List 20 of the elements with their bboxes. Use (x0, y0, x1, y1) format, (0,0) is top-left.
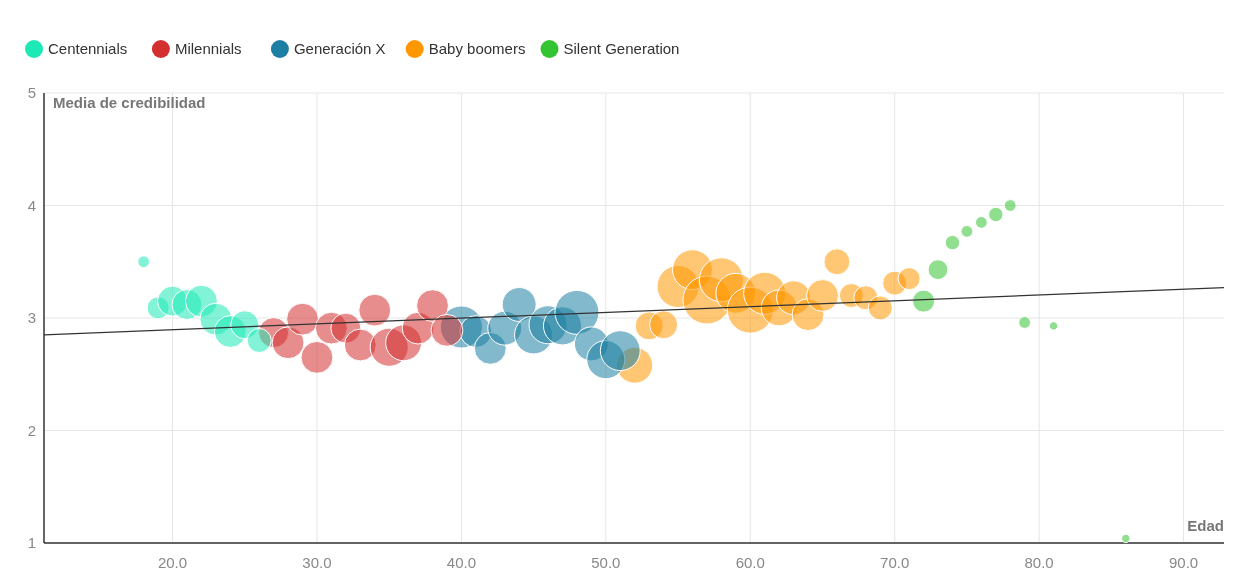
legend-label: Baby boomers (428, 40, 526, 57)
y-axis-title: Media de credibilidad (53, 94, 206, 111)
x-tick-label: 20.0 (157, 554, 188, 571)
x-tick-label: 30.0 (302, 554, 332, 571)
legend-label: Generación X (293, 40, 386, 57)
y-tick-label: 3 (27, 309, 36, 326)
legend-label: Silent Generation (563, 40, 680, 57)
x-tick-label: 80.0 (1024, 554, 1054, 571)
legend-label: Milennials (174, 40, 242, 57)
y-tick-label: 4 (27, 196, 36, 214)
y-tick-label: 2 (27, 421, 36, 439)
x-tick-label: 60.0 (735, 554, 765, 571)
y-tick-label: 1 (27, 534, 36, 551)
x-tick-label: 90.0 (1168, 554, 1199, 571)
x-tick-label: 40.0 (446, 554, 477, 571)
legend-label: Centennials (48, 40, 128, 57)
x-tick-label: 70.0 (880, 554, 910, 571)
y-tick-label: 5 (27, 84, 36, 101)
x-axis-title: Edad (1187, 517, 1224, 534)
x-tick-label: 50.0 (591, 554, 621, 571)
